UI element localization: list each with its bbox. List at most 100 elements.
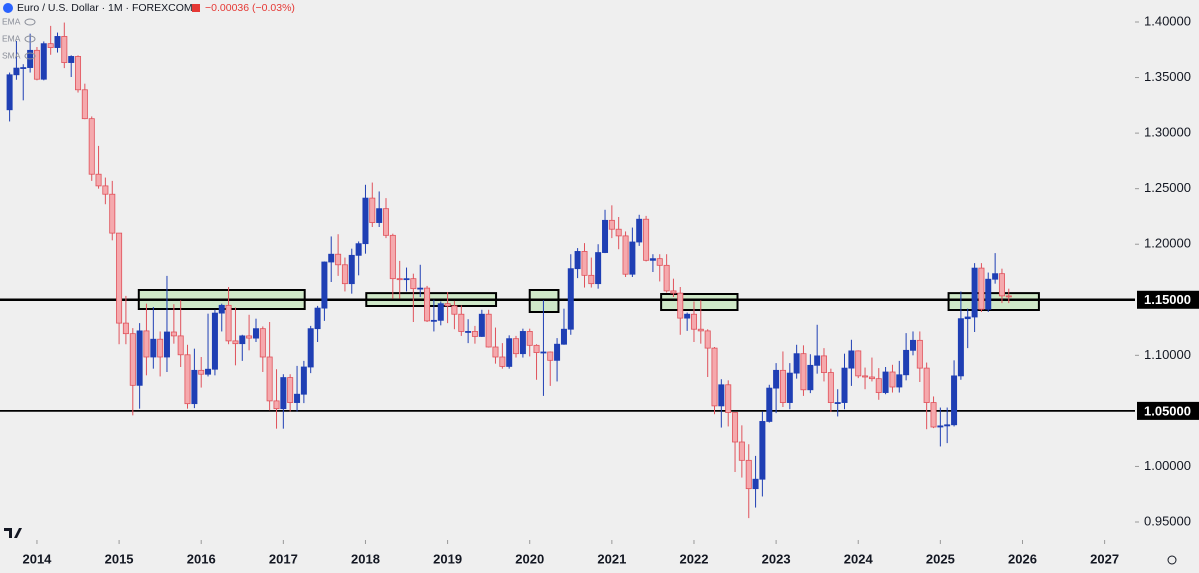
candle-body: [622, 235, 629, 275]
candle-body: [964, 316, 971, 320]
candle-body: [752, 478, 759, 490]
candle-body: [800, 353, 807, 391]
candle-body: [690, 313, 697, 330]
candle-body: [629, 241, 636, 275]
candle-body: [170, 331, 177, 337]
candle-body: [33, 49, 40, 80]
x-tick-label: 2027: [1090, 551, 1119, 566]
candle-body: [903, 349, 910, 376]
candle-body: [793, 353, 800, 374]
candle-body: [773, 369, 780, 389]
candle-body: [116, 232, 123, 324]
y-tick-label: 1.25000: [1144, 180, 1191, 195]
x-tick-label: 2025: [926, 551, 955, 566]
eye-icon[interactable]: [24, 52, 36, 60]
candle-body: [540, 351, 547, 354]
indicator-label: EMA: [2, 33, 21, 43]
eye-icon[interactable]: [24, 35, 36, 43]
candle-body: [417, 287, 424, 290]
tv-logo: [4, 528, 22, 538]
candle-body: [711, 347, 718, 407]
candle-body: [389, 234, 396, 280]
candle-body: [663, 264, 670, 292]
candle-body: [410, 278, 417, 290]
candle-body: [718, 384, 725, 407]
candle-body: [738, 441, 745, 461]
x-tick-label: 2015: [105, 551, 134, 566]
candle-body: [307, 328, 314, 368]
candle-body: [759, 421, 766, 480]
candle-body: [444, 303, 451, 307]
candle-body: [75, 56, 82, 91]
candle-body: [458, 313, 465, 332]
candle-body: [786, 372, 793, 403]
candle-body: [396, 278, 403, 281]
candle-body: [369, 197, 376, 223]
candle-body: [294, 393, 301, 403]
x-tick-label: 2018: [351, 551, 380, 566]
x-tick-label: 2024: [844, 551, 874, 566]
candle-body: [252, 328, 259, 339]
candle-body: [684, 313, 691, 319]
candle-body: [697, 328, 704, 332]
candle-body: [862, 375, 869, 378]
candle-body: [430, 319, 437, 322]
candle-body: [13, 67, 20, 76]
candle-body: [841, 367, 848, 403]
settings-icon[interactable]: [1167, 555, 1177, 565]
candle-body: [218, 304, 225, 314]
candle-body: [478, 313, 485, 337]
candle-body: [88, 118, 95, 175]
candle-body: [985, 278, 992, 310]
candle-body: [588, 274, 595, 285]
candle-body: [492, 346, 499, 358]
x-tick-label: 2017: [269, 551, 298, 566]
level-label: 1.05000: [1144, 403, 1191, 418]
candle-body: [191, 369, 198, 405]
zone: [947, 292, 1040, 312]
candle-body: [437, 303, 444, 321]
candle-body: [335, 253, 342, 266]
candle-body: [157, 338, 164, 358]
candle-body: [129, 333, 136, 386]
x-tick-label: 2019: [433, 551, 462, 566]
zone: [660, 293, 739, 311]
eye-icon[interactable]: [24, 18, 36, 26]
x-tick-label: 2023: [762, 551, 791, 566]
candle-body: [355, 243, 362, 256]
candle-body: [287, 377, 294, 403]
y-tick-label: 1.10000: [1144, 347, 1191, 362]
indicator-label: SMA: [2, 50, 21, 60]
candle-body: [348, 254, 355, 285]
candle-body: [321, 261, 328, 309]
indicator-label: EMA: [2, 16, 21, 26]
candle-body: [807, 364, 814, 391]
candle-body: [225, 304, 232, 342]
y-tick-label: 1.20000: [1144, 236, 1191, 251]
candle-body: [998, 273, 1005, 297]
x-tick-label: 2016: [187, 551, 216, 566]
candle-body: [916, 339, 923, 369]
candle-body: [403, 278, 410, 281]
candle-body: [102, 185, 109, 195]
candle-body: [827, 372, 834, 403]
candle-body: [602, 219, 609, 253]
candle-body: [1005, 295, 1012, 298]
candle-body: [109, 193, 116, 234]
candle-body: [328, 253, 335, 263]
candle-body: [6, 74, 13, 111]
level-label: 1.15000: [1144, 292, 1191, 307]
candle-body: [451, 305, 458, 315]
candle-body: [424, 287, 431, 322]
candle-body: [506, 338, 513, 367]
candle-body: [978, 267, 985, 310]
candle-body: [779, 369, 786, 403]
candle-body: [205, 368, 212, 375]
x-tick-label: 2026: [1008, 551, 1037, 566]
candle-body: [177, 335, 184, 356]
x-tick-label: 2014: [22, 551, 52, 566]
candle-body: [725, 384, 732, 413]
candle-body: [280, 377, 287, 410]
candle-body: [136, 330, 143, 386]
